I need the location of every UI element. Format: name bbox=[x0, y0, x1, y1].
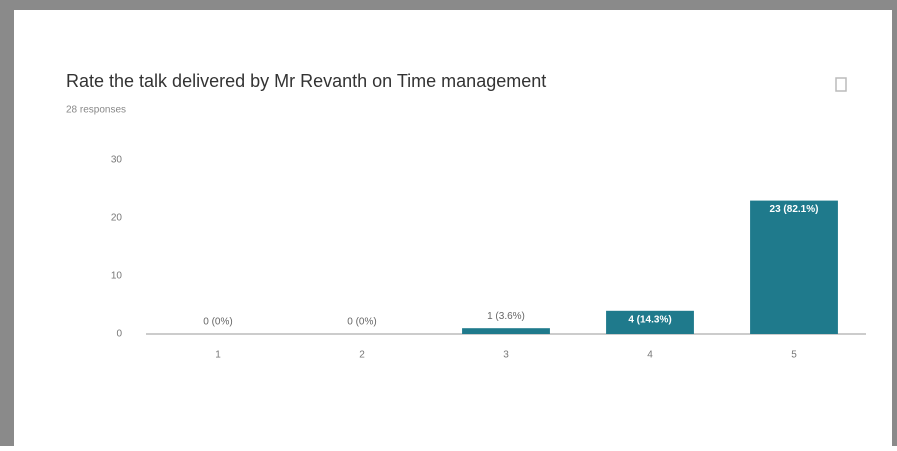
data-label: 0 (0%) bbox=[347, 317, 376, 328]
bar bbox=[750, 200, 838, 334]
x-tick-label: 1 bbox=[215, 350, 221, 361]
card bbox=[14, 10, 892, 446]
bar bbox=[462, 328, 550, 334]
chart-title: Rate the talk delivered by Mr Revanth on… bbox=[66, 71, 546, 91]
data-label: 4 (14.3%) bbox=[628, 314, 671, 325]
x-tick-label: 2 bbox=[359, 350, 365, 361]
y-tick-label: 20 bbox=[111, 213, 123, 224]
y-tick-label: 0 bbox=[116, 329, 122, 340]
data-label: 23 (82.1%) bbox=[770, 204, 819, 215]
x-tick-label: 3 bbox=[503, 350, 509, 361]
chart-subtitle: 28 responses bbox=[66, 105, 126, 116]
x-tick-label: 4 bbox=[647, 350, 653, 361]
y-tick-label: 10 bbox=[111, 271, 123, 282]
copy-icon[interactable] bbox=[835, 77, 847, 92]
x-tick-label: 5 bbox=[791, 350, 797, 361]
y-tick-label: 30 bbox=[111, 155, 123, 166]
bar bbox=[606, 310, 694, 334]
data-label: 0 (0%) bbox=[203, 317, 232, 328]
data-label: 1 (3.6%) bbox=[487, 311, 525, 322]
